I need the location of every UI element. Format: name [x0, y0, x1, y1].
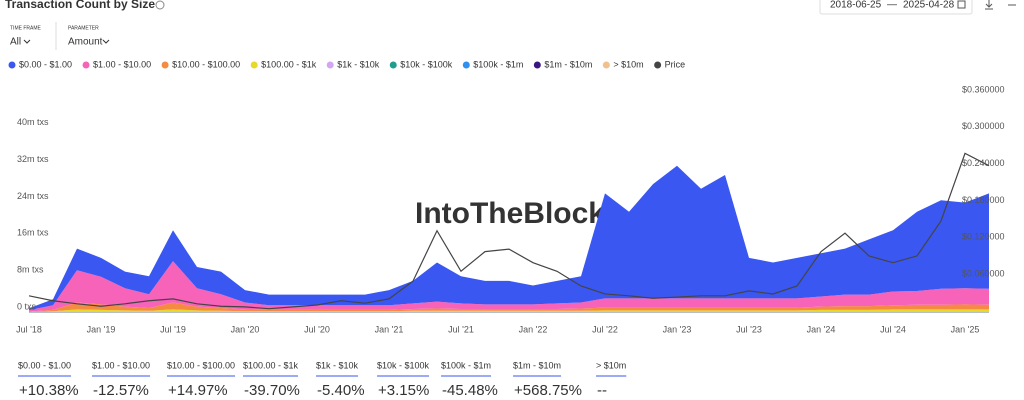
- time-frame[interactable]: All: [10, 37, 21, 48]
- x-tick-label: Jan '23: [663, 324, 692, 334]
- table-value: +10.38%: [19, 382, 79, 399]
- table-header: $0.00 - $1.00: [18, 360, 71, 370]
- y-tick-label: 40m txs: [17, 117, 49, 127]
- legend-label[interactable]: $100k - $1m: [473, 59, 523, 69]
- x-tick-label: Jul '22: [592, 324, 618, 334]
- table-value: --: [597, 382, 607, 399]
- x-tick-label: Jul '24: [880, 324, 906, 334]
- parameter[interactable]: Amount: [68, 37, 103, 48]
- table-value: -12.57%: [93, 382, 149, 399]
- table-value: +568.75%: [514, 382, 582, 399]
- legend-label[interactable]: $1.00 - $10.00: [93, 59, 151, 69]
- chevron: [102, 39, 110, 44]
- y-tick-label: 24m txs: [17, 191, 49, 201]
- plot: [28, 152, 990, 313]
- table-header: $10k - $100k: [377, 360, 430, 370]
- x-tick-label: Jul '23: [736, 324, 762, 334]
- y2-tick-label: $0.360000: [962, 84, 1005, 94]
- x-tick-label: Jul '18: [16, 324, 42, 334]
- y-tick-label: 0 txs: [17, 301, 37, 311]
- table-header: $100k - $1m: [441, 360, 491, 370]
- table-header: $100.00 - $1k: [243, 360, 299, 370]
- calendar-icon[interactable]: [957, 0, 966, 9]
- y2-tick-label: $0.180000: [962, 195, 1005, 205]
- legend-marker: [82, 61, 90, 69]
- legend-label[interactable]: $100.00 - $1k: [261, 59, 317, 69]
- download-icon[interactable]: [985, 0, 993, 10]
- legend-label[interactable]: Price: [665, 59, 686, 69]
- y-tick-label: 32m txs: [17, 154, 49, 164]
- time-frame-label: TIME FRAME: [10, 25, 41, 31]
- x-tick-label: Jul '20: [304, 324, 330, 334]
- legend-label[interactable]: $0.00 - $1.00: [19, 59, 72, 69]
- area: [29, 261, 989, 312]
- x-tick-label: Jan '24: [807, 324, 836, 334]
- help-icon[interactable]: [155, 0, 165, 10]
- chevron: [23, 39, 31, 44]
- legend-label[interactable]: $1k - $10k: [337, 59, 380, 69]
- legend-marker: [8, 61, 16, 69]
- table-value: -5.40%: [317, 382, 365, 399]
- parameter-label: PARAMETER: [68, 25, 99, 31]
- y-tick-label: 16m txs: [17, 228, 49, 238]
- legend-marker: [326, 61, 334, 69]
- table-header: $1.00 - $10.00: [92, 360, 150, 370]
- watermark: IntoTheBlock: [415, 197, 605, 230]
- table-header: $1k - $10k: [316, 360, 359, 370]
- date-from: 2018-06-25: [830, 0, 882, 11]
- date-separator: —: [887, 0, 897, 11]
- legend-marker: [602, 61, 610, 69]
- x-tick-label: Jul '19: [160, 324, 186, 334]
- legend-marker: [462, 61, 470, 69]
- y2-tick-label: $0.240000: [962, 158, 1005, 168]
- legend-marker: [389, 61, 397, 69]
- table-value: -45.48%: [442, 382, 498, 399]
- table-value: +3.15%: [378, 382, 429, 399]
- x-tick-label: Jan '21: [375, 324, 404, 334]
- table-header: > $10m: [596, 360, 626, 370]
- legend-marker: [533, 61, 541, 69]
- legend-label[interactable]: > $10m: [613, 59, 643, 69]
- legend-marker: [161, 61, 169, 69]
- table-header: $10.00 - $100.00: [167, 360, 235, 370]
- x-tick-label: Jan '19: [87, 324, 116, 334]
- table-value: -39.70%: [244, 382, 300, 399]
- y2-tick-label: $0.120000: [962, 232, 1005, 242]
- y-tick-label: 8m txs: [17, 265, 44, 275]
- x-tick-label: Jan '20: [231, 324, 260, 334]
- legend-marker: [654, 61, 662, 69]
- legend-label[interactable]: $10.00 - $100.00: [172, 59, 240, 69]
- x-tick-label: Jan '22: [519, 324, 548, 334]
- legend-label[interactable]: $10k - $100k: [400, 59, 453, 69]
- price-line: [28, 152, 990, 310]
- y2-tick-label: $0.300000: [962, 121, 1005, 131]
- x-tick-label: Jul '21: [448, 324, 474, 334]
- y2-tick-label: $0.060000: [962, 269, 1005, 279]
- area: [29, 302, 989, 312]
- legend-label[interactable]: $1m - $10m: [544, 59, 592, 69]
- title: Transaction Count by Size: [5, 0, 155, 11]
- date-range[interactable]: [819, 0, 973, 15]
- table-header: $1m - $10m: [513, 360, 561, 370]
- legend-marker: [250, 61, 258, 69]
- area: [29, 165, 989, 311]
- table-value: +14.97%: [168, 382, 228, 399]
- x-tick-label: Jan '25: [951, 324, 980, 334]
- date-to: 2025-04-28: [903, 0, 955, 11]
